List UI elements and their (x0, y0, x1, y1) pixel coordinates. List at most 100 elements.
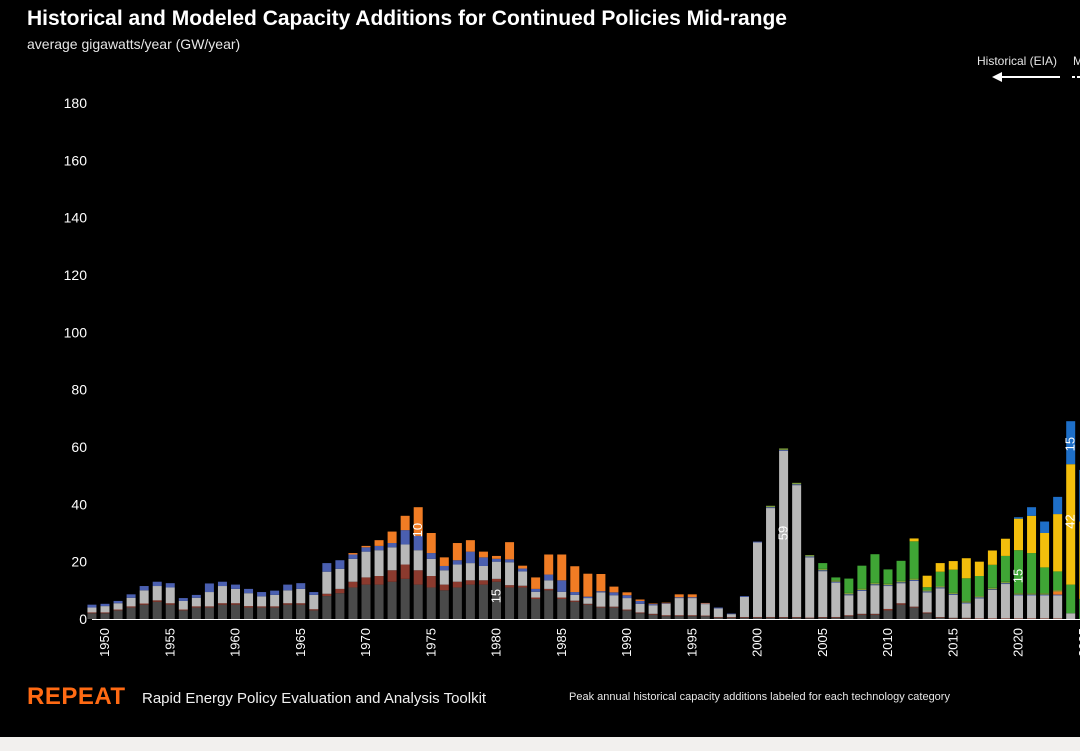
bar-segment-coal-2011 (896, 604, 906, 619)
bar-segment-oil-2009 (870, 613, 880, 615)
bar-segment-wind-2012 (909, 541, 919, 579)
bar-segment-coal-1998 (726, 617, 736, 619)
bar-segment-coal-1982 (518, 587, 528, 619)
bar-segment-hydro-1994 (674, 597, 684, 599)
bar-segment-other-2002 (779, 448, 789, 450)
bar-segment-other-2005 (818, 568, 828, 571)
x-tick-label: 2005 (815, 628, 830, 657)
bar-segment-oil-2006 (831, 616, 841, 618)
bar-segment-coal-1966 (309, 610, 319, 619)
bar-segment-hydro-1965 (296, 583, 306, 589)
bar-segment-coal-2004 (805, 618, 815, 619)
modeled-annotation: M (1073, 54, 1080, 68)
bar-segment-nuclear-1980 (492, 555, 501, 559)
bar-segment-hydro-1986 (570, 592, 580, 595)
bar-segment-nuclear-1972 (387, 531, 397, 544)
bar-segment-wind-2008 (857, 565, 867, 589)
x-tick-label: 1990 (619, 628, 634, 657)
bar-segment-gas-1977 (452, 564, 462, 582)
bar-segment-nuclear-1981 (505, 542, 515, 560)
bar-segment-gas-1950 (100, 606, 110, 613)
bar-segment-gas-2021 (1027, 595, 1037, 619)
bar-segment-coal-1952 (126, 607, 136, 619)
bar-segment-hydro-1992 (648, 603, 658, 606)
bar-segment-gas-1956 (178, 600, 188, 610)
bar-segment-gas-2023 (1053, 595, 1063, 619)
bar-segment-gas-1980 (492, 561, 501, 579)
y-tick-label: 40 (71, 496, 87, 512)
bar-segment-oil-1956 (178, 609, 188, 611)
bar-segment-hydro-1984 (544, 574, 554, 581)
bar-segment-oil-1987 (583, 603, 593, 605)
bar-segment-coal-1958 (204, 607, 214, 619)
bar-segment-gas-2018 (987, 589, 997, 619)
bar-segment-coal-1959 (217, 604, 227, 619)
bar-segment-nuclear-1996 (700, 602, 710, 604)
bar-segment-solar-2016 (961, 558, 971, 579)
bar-segment-oil-2018 (987, 618, 997, 620)
bar-segment-coal-1996 (700, 616, 710, 619)
bar-segment-solar-2013 (922, 575, 932, 588)
bar-segment-gas-1963 (270, 594, 280, 607)
bar-segment-gas-1998 (726, 614, 736, 617)
bar-segment-coal-1979 (478, 584, 488, 619)
bar-segment-hydro-1970 (361, 547, 371, 552)
bar-segment-oil-2011 (896, 603, 906, 605)
bar-segment-hydro-1999 (739, 596, 749, 597)
bar-segment-coal-1991 (635, 613, 645, 619)
bar-segment-hydro-2005 (818, 570, 828, 572)
bar-segment-wind-2023 (1053, 571, 1063, 591)
bar-segment-gas-2015 (948, 594, 958, 618)
historical-arrow-head (992, 72, 1002, 82)
bar-segment-oil-1951 (113, 609, 123, 611)
bar-segment-nuclear-1978 (465, 540, 475, 552)
bar-segment-oil-2004 (805, 617, 815, 619)
bar-segment-oil-2010 (883, 608, 893, 611)
bar-segment-gas-1959 (217, 586, 227, 604)
bar-segment-solar-2020 (1014, 518, 1023, 551)
bar-segment-hydro-1983 (531, 588, 541, 592)
bar-segment-coal-1973 (400, 578, 410, 619)
bar-segment-other-2014 (935, 586, 945, 588)
bar-segment-oil-1983 (531, 597, 541, 599)
bar-segment-coal-1962 (257, 607, 267, 619)
bar-segment-gas-1981 (505, 562, 515, 586)
bar-segment-hydro-2019 (1000, 583, 1010, 585)
bar-segment-wind-2007 (844, 578, 854, 593)
bar-segment-solar-2022 (1040, 533, 1050, 568)
bar-segment-hydro-2009 (870, 584, 880, 586)
bar-segment-nuclear-1984 (544, 554, 554, 575)
bar-segment-gas-1994 (674, 598, 684, 616)
bar-segment-oil-1989 (609, 606, 619, 608)
bar-segment-oil-1985 (557, 597, 567, 599)
bar-segment-coal-1981 (505, 587, 515, 619)
bar-segment-wind-2006 (831, 577, 841, 581)
bar-segment-hydro-2020 (1014, 594, 1023, 596)
bar-segment-oil-2022 (1040, 618, 1050, 620)
y-axis: 0 20 40 60 80 100 120 140 160 180 (64, 95, 88, 627)
bar-segment-oil-2023 (1053, 618, 1063, 620)
bar-segment-other-2023 (1053, 590, 1063, 592)
bar-segment-gas-1993 (661, 603, 671, 616)
x-tick-label: 2015 (945, 628, 960, 657)
bar-segment-hydro-1979 (478, 557, 488, 566)
bar-segment-gas-1964 (283, 590, 293, 604)
bar-segment-oil-2016 (961, 617, 971, 619)
bar-segment-coal-2005 (818, 617, 828, 619)
bar-segment-coal-1968 (335, 593, 345, 619)
bar-segment-oil-1957 (191, 606, 201, 608)
bar-segment-oil-1970 (361, 577, 371, 585)
bar-segment-hydro-1950 (100, 603, 110, 607)
bar-segment-coal-2014 (935, 617, 945, 619)
bar-segment-gas-1969 (348, 558, 358, 582)
bar-segment-hydro-1978 (465, 551, 475, 564)
bar-segment-hydro-1997 (713, 607, 723, 609)
bar-segment-oil-1973 (400, 564, 410, 579)
bar-segment-nuclear-1994 (674, 594, 684, 598)
bar-segment-hydro-2011 (896, 582, 906, 584)
bar-segment-gas-2019 (1000, 584, 1010, 619)
bar-segment-other-2011 (896, 580, 906, 583)
bar-segment-gas-1990 (622, 598, 632, 610)
bar-segment-coal-1955 (165, 604, 175, 619)
